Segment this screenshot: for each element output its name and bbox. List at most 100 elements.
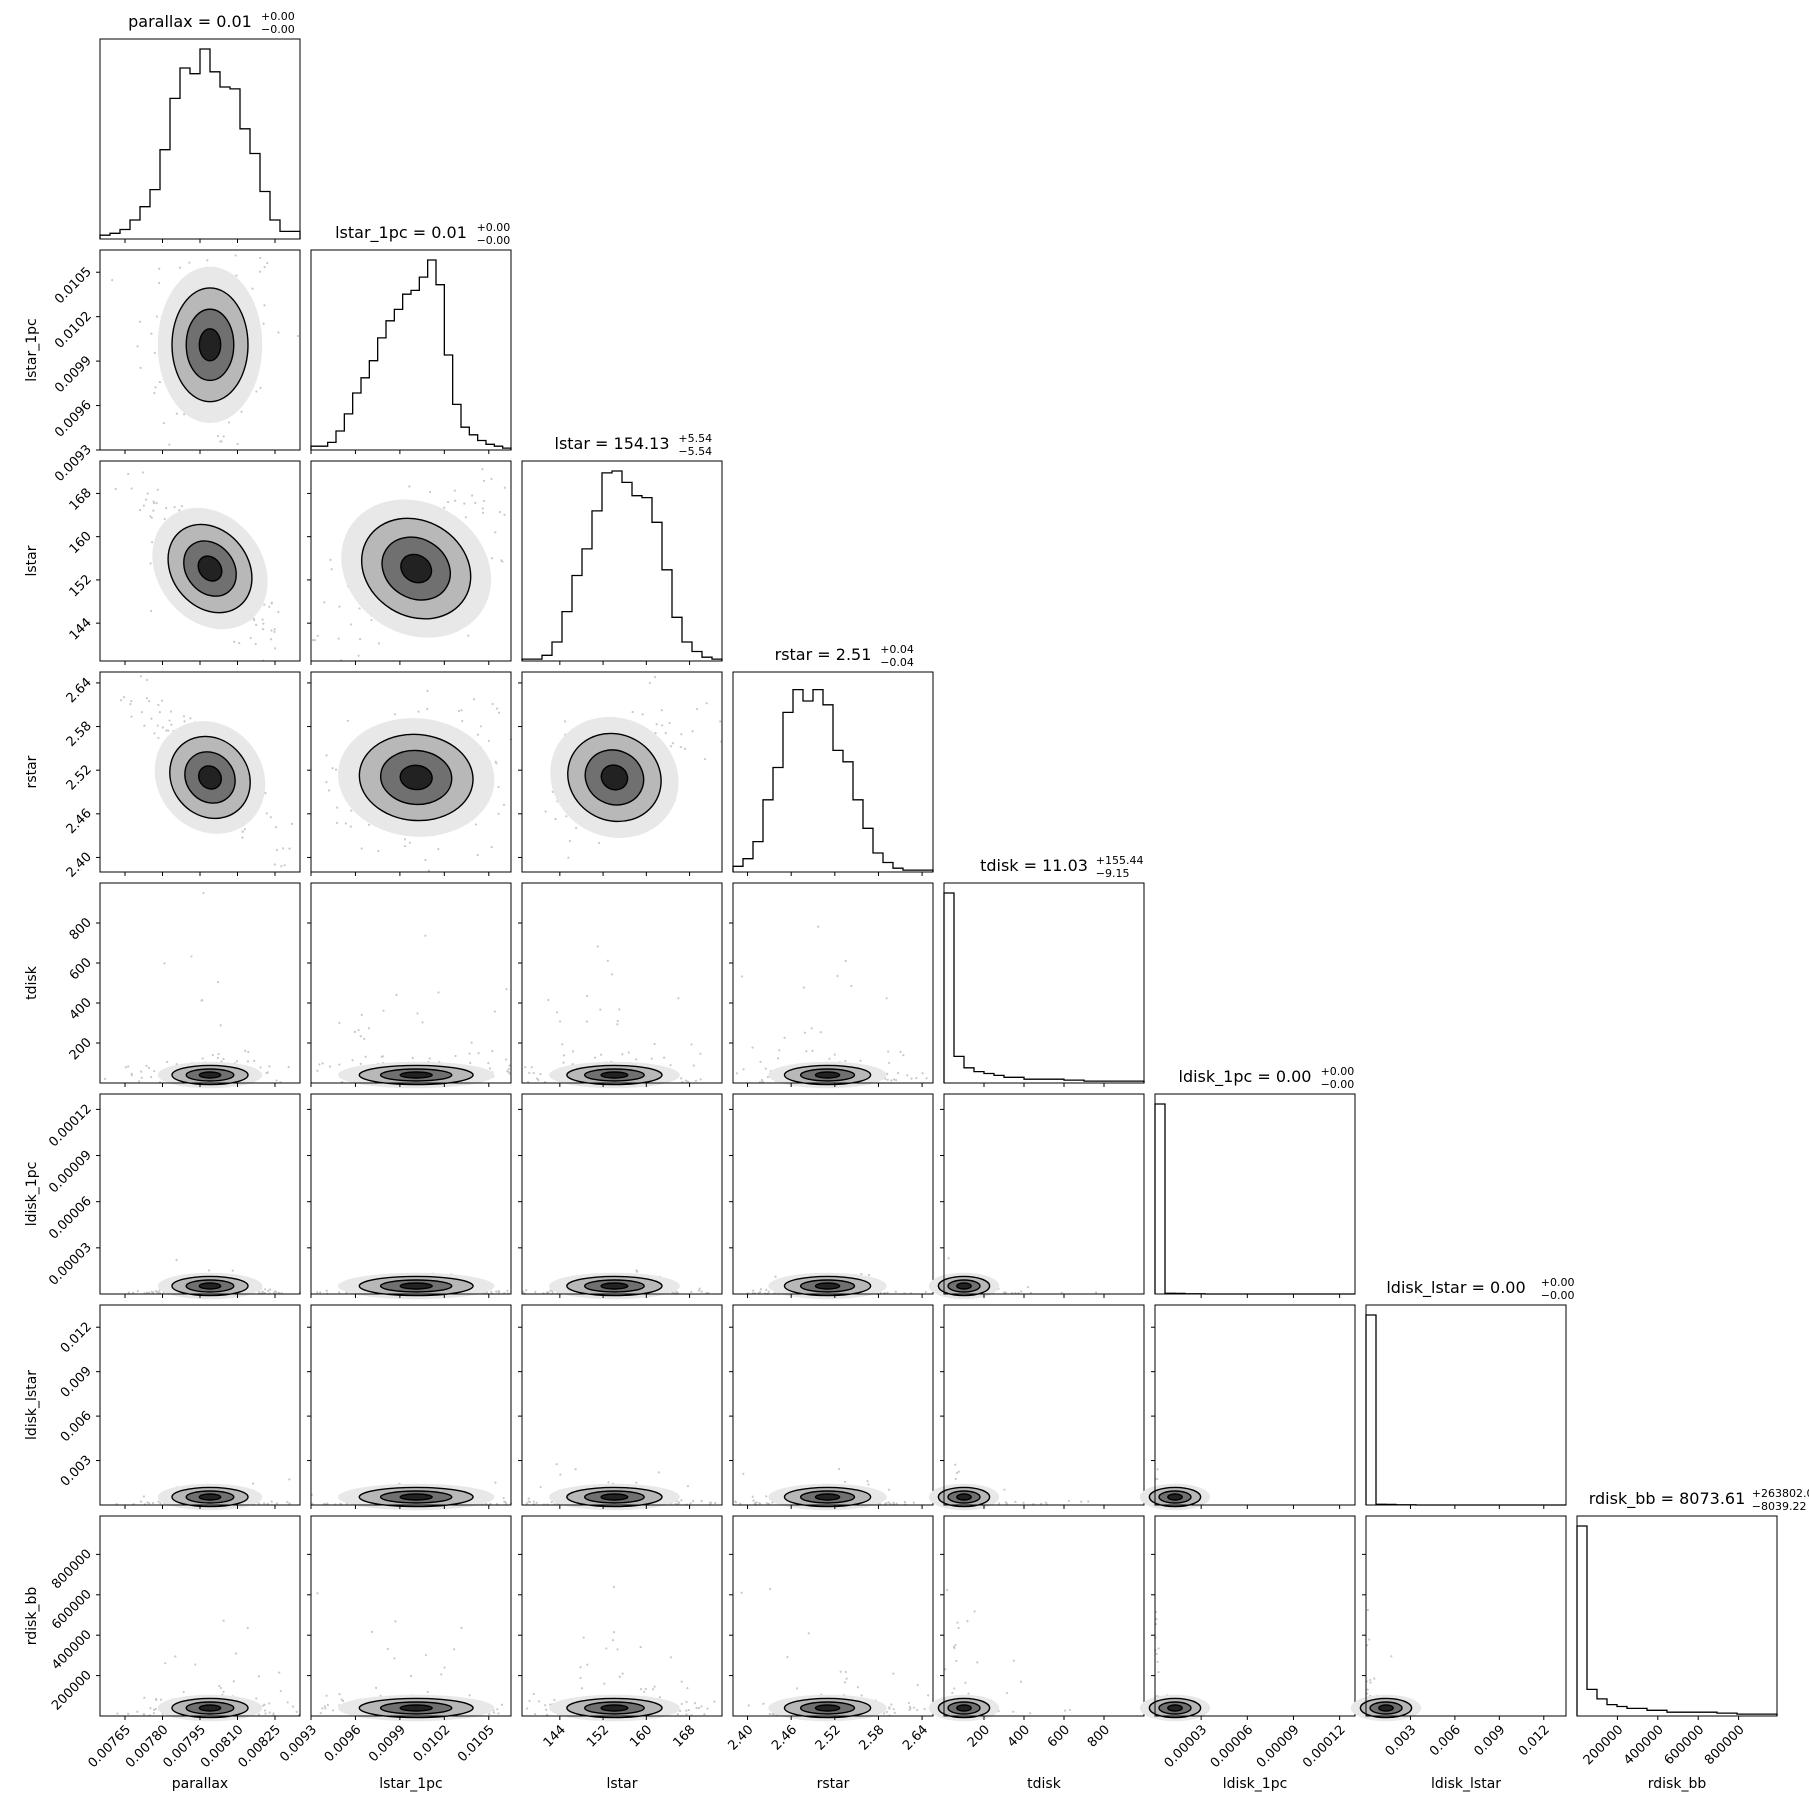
panel-frame: [310, 671, 512, 873]
sample-point: [457, 709, 461, 713]
panel-frame: [732, 882, 934, 1084]
sample-point: [903, 1500, 906, 1504]
y-tick-label: 2.46: [64, 806, 95, 837]
sample-point: [631, 710, 634, 714]
sample-point: [494, 760, 497, 763]
histogram-ldisk_lstar: [1365, 1314, 1566, 1506]
sample-point: [359, 638, 362, 641]
density-contour: [1378, 1704, 1394, 1712]
sample-point: [189, 717, 192, 720]
density-contour: [956, 1704, 972, 1712]
sample-point: [259, 1066, 262, 1069]
sample-point: [321, 1707, 324, 1710]
panel-rdisk_bb-vs-parallax: 0.007650.007800.007950.008100.00825paral…: [24, 1515, 301, 1792]
sample-point: [338, 605, 341, 608]
sample-point: [957, 1470, 960, 1473]
sample-point: [359, 1062, 362, 1065]
title-lower-error: −0.00: [1541, 1289, 1575, 1302]
panel-ldisk_lstar-vs-lstar: [518, 1304, 723, 1511]
sample-point: [272, 1712, 275, 1715]
y-tick-label: 0.0105: [52, 264, 95, 307]
sample-point: [424, 1653, 428, 1657]
sample-point: [316, 1069, 319, 1072]
histogram-rdisk_bb: [1576, 1525, 1778, 1716]
density-contour: [198, 1493, 222, 1501]
sample-point: [164, 1662, 167, 1665]
sample-point: [893, 1711, 896, 1714]
y-tick-label: 0.0096: [52, 398, 95, 441]
sample-point: [269, 638, 273, 641]
sample-point: [908, 1708, 911, 1711]
sample-point: [1019, 1680, 1023, 1683]
sample-point: [190, 955, 193, 958]
sample-point: [463, 502, 466, 505]
sample-point: [908, 1705, 912, 1708]
sample-point: [270, 629, 273, 632]
sample-point: [693, 1701, 697, 1705]
sample-point: [765, 1288, 768, 1291]
sample-point: [627, 1051, 630, 1054]
sample-point: [114, 487, 117, 491]
sample-point: [146, 1501, 149, 1504]
sample-point: [594, 1056, 597, 1059]
x-tick-label: 0.006: [1427, 1722, 1464, 1759]
x-tick-label: 0.0099: [366, 1722, 409, 1765]
panel-ldisk_1pc-vs-lstar_1pc: [307, 1093, 512, 1300]
sample-point: [251, 287, 254, 290]
sample-point: [561, 1043, 564, 1046]
sample-point: [219, 440, 222, 443]
sample-point: [468, 1694, 471, 1697]
sample-point: [546, 1713, 549, 1717]
sample-point: [264, 1288, 267, 1291]
sample-point: [652, 1688, 655, 1691]
x-tick-label: 2.46: [769, 1722, 800, 1753]
sample-point: [768, 1587, 772, 1591]
sample-point: [819, 1031, 822, 1034]
panel-ldisk_lstar-vs-tdisk: [928, 1304, 1145, 1511]
sample-point: [311, 639, 315, 642]
histogram-tdisk: [943, 892, 1145, 1083]
x-tick-label: 152: [584, 1722, 612, 1750]
sample-point: [567, 856, 570, 859]
sample-point: [766, 1075, 770, 1079]
sample-point: [618, 1675, 621, 1678]
sample-point: [357, 654, 360, 657]
panel-frame: [99, 1093, 301, 1295]
sample-point: [382, 1009, 385, 1012]
sample-point: [761, 1080, 764, 1083]
title-lower-error: −5.54: [678, 445, 712, 458]
sample-point: [833, 1053, 836, 1056]
sample-point: [336, 806, 339, 809]
y-axis-label: ldisk_1pc: [24, 1162, 40, 1227]
sample-point: [157, 703, 160, 706]
sample-point: [678, 1709, 682, 1712]
density-contour: [399, 1493, 433, 1501]
sample-point: [340, 1698, 343, 1701]
title-lower-error: −8039.22: [1752, 1500, 1807, 1513]
sample-point: [275, 1502, 279, 1505]
sample-point: [349, 825, 352, 828]
sample-point: [534, 1290, 537, 1294]
sample-point: [571, 1063, 574, 1066]
sample-point: [327, 789, 331, 792]
sample-point: [357, 1029, 360, 1032]
sample-point: [537, 1700, 541, 1703]
panel-ldisk_1pc-vs-tdisk: [928, 1093, 1145, 1300]
sample-point: [268, 1288, 272, 1291]
sample-point: [946, 1588, 949, 1591]
sample-point: [489, 1290, 493, 1293]
sample-point: [490, 845, 493, 849]
sample-point: [165, 507, 168, 510]
sample-point: [374, 1686, 378, 1689]
sample-point: [582, 1636, 585, 1639]
sample-point: [467, 634, 470, 637]
sample-point: [507, 1067, 510, 1071]
sample-point: [925, 1077, 928, 1080]
sample-point: [500, 559, 503, 562]
x-tick-label: 200: [965, 1722, 993, 1750]
sample-point: [658, 1696, 661, 1699]
sample-point: [1366, 1644, 1369, 1647]
sample-point: [122, 696, 126, 699]
x-axis-label: rdisk_bb: [1648, 1776, 1707, 1792]
sample-point: [1366, 1608, 1370, 1612]
